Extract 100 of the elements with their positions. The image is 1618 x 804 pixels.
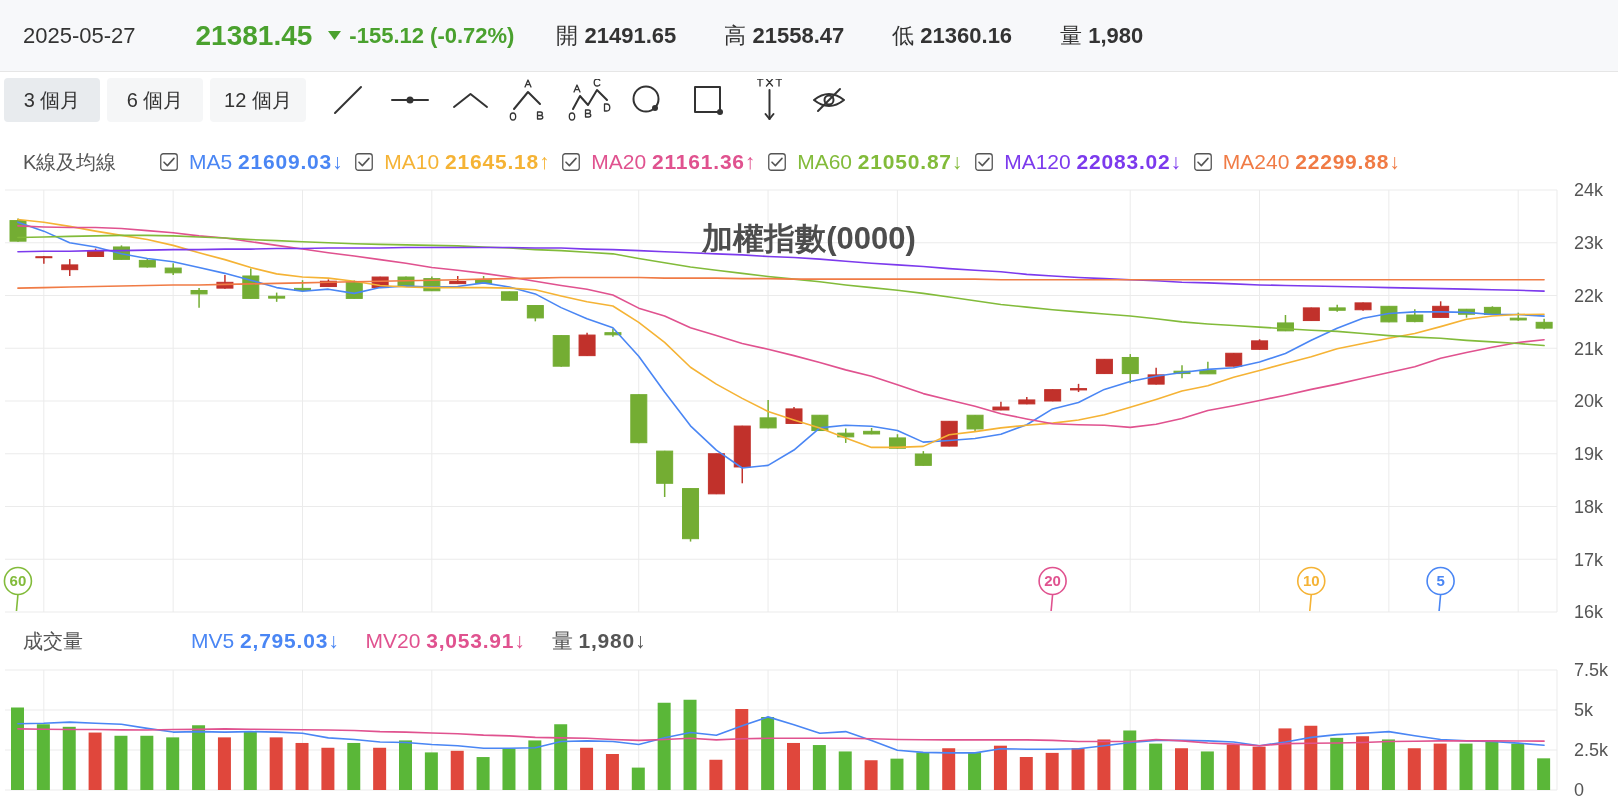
bar: [890, 758, 904, 790]
bar: [1304, 725, 1318, 790]
bar: [424, 752, 438, 790]
bar: [217, 737, 231, 790]
bar: [373, 747, 387, 790]
line-series: [17, 716, 1545, 754]
bar: [399, 740, 412, 790]
annotation: 10: [1302, 572, 1320, 590]
candlestick: [759, 399, 777, 429]
candlestick: [190, 287, 208, 309]
y-tick-label: 19k: [1574, 444, 1605, 465]
bar: [683, 699, 697, 790]
bar: [1278, 728, 1292, 790]
bar: [916, 752, 930, 790]
bar: [968, 752, 982, 790]
text: MA120 22083.02↓: [1004, 150, 1182, 173]
bar: [1097, 739, 1111, 790]
bar: [321, 747, 335, 790]
bar: [476, 757, 490, 790]
text: MV5 2,795.03↓: [191, 629, 340, 652]
text: -155.12 (-0.72%): [349, 22, 515, 49]
legend-title: K線及均線: [23, 150, 117, 173]
bar: [1175, 748, 1188, 790]
bar: [1433, 743, 1447, 790]
text: 6 個月: [126, 87, 184, 113]
y-tick-label: 20k: [1574, 391, 1605, 412]
bar: [528, 740, 542, 790]
y-tick-label: 7.5k: [1574, 660, 1610, 681]
text: 加權指數(0000): [702, 221, 916, 256]
bar: [1511, 743, 1525, 790]
bar: [864, 760, 878, 790]
bar: [1381, 739, 1395, 790]
text: 低 21360.16: [892, 22, 1013, 48]
y-tick-label: 24k: [1574, 180, 1605, 201]
y-tick-label: 2.5k: [1574, 740, 1610, 761]
bar: [140, 735, 154, 790]
bar: [838, 751, 852, 790]
text: MV20 3,053.91↓: [365, 629, 526, 652]
bar: [735, 709, 749, 790]
bar: [1123, 730, 1137, 790]
text: 量 1,980: [1060, 22, 1144, 48]
text: 21381.45: [195, 19, 313, 52]
y-tick-label: 22k: [1574, 285, 1605, 306]
bar: [1071, 748, 1085, 790]
bar: [192, 725, 206, 790]
bar: [269, 737, 283, 790]
bar: [11, 707, 24, 790]
text: MA5 21609.03↓: [189, 150, 344, 173]
y-tick-label: 16k: [1574, 602, 1605, 623]
text: 高 21558.47: [724, 22, 845, 48]
text: MA60 21050.87↓: [797, 150, 964, 173]
candlestick: [35, 255, 53, 265]
line-series: [17, 728, 1545, 747]
bar: [1252, 746, 1266, 790]
bar: [993, 745, 1007, 790]
bar: [347, 742, 361, 790]
bar: [1407, 748, 1421, 790]
bar: [709, 759, 723, 790]
bar: [812, 745, 826, 790]
text: 3 個月: [23, 87, 81, 113]
bar: [502, 748, 516, 790]
legend-title: 成交量: [23, 629, 83, 652]
bar: [166, 737, 180, 790]
text: MA20 21161.36↑: [591, 150, 757, 173]
candlestick: [1121, 353, 1139, 385]
y-tick-label: 0: [1574, 780, 1585, 801]
y-tick-label: 21k: [1574, 338, 1605, 359]
bar: [1226, 744, 1240, 790]
bar: [114, 735, 128, 790]
bar: [1200, 751, 1214, 790]
bar: [1019, 757, 1033, 790]
text: MA10 21645.18↑: [384, 150, 551, 173]
bar: [1459, 743, 1473, 790]
bar: [88, 732, 102, 790]
annotation: 60: [9, 572, 27, 590]
bar: [450, 750, 464, 790]
text: 開 21491.65: [556, 22, 677, 48]
bar: [580, 747, 594, 790]
text: MA240 22299.88↓: [1222, 150, 1401, 173]
bar: [295, 742, 309, 790]
bar: [1330, 737, 1344, 790]
bar: [1537, 758, 1551, 790]
candlestick: [578, 331, 596, 357]
bar: [554, 724, 568, 790]
bar: [62, 726, 76, 790]
bar: [1356, 736, 1370, 790]
bar: [243, 731, 257, 790]
bar: [761, 716, 775, 790]
text: 2025-05-27: [23, 22, 136, 49]
bar: [36, 724, 50, 790]
y-tick-label: 17k: [1574, 549, 1605, 570]
y-tick-label: 5k: [1574, 700, 1595, 721]
bar: [605, 754, 619, 790]
bar: [787, 742, 800, 790]
annotation: 20: [1044, 572, 1061, 590]
annotation: 5: [1436, 572, 1445, 590]
text: 12 個月: [224, 87, 292, 113]
bar: [1045, 752, 1059, 790]
y-tick-label: 18k: [1574, 496, 1605, 517]
bar: [657, 702, 671, 790]
